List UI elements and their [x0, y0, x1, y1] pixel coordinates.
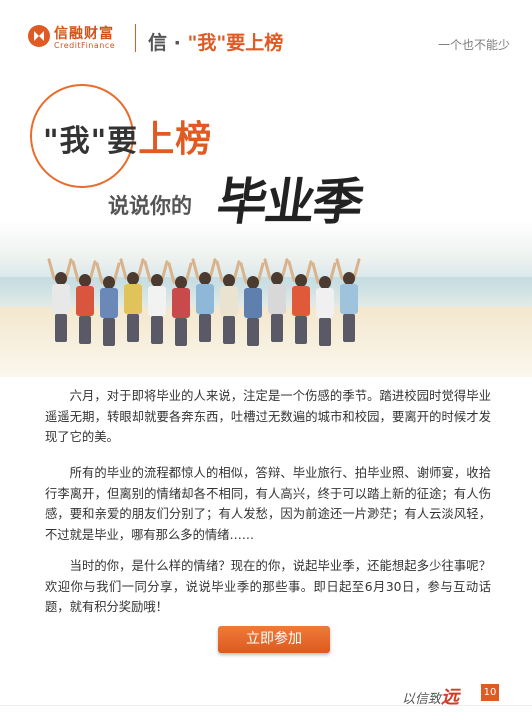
article-paragraph-3: 当时的你，是什么样的情绪？现在的你，说起毕业季，还能想起多少往事呢？欢迎你与我们… — [45, 559, 491, 614]
page-header: 信融财富 CreditFinance 信 · "我"要上榜 一个也不能少 — [0, 0, 532, 63]
footer-motto-prefix: 以信致 — [402, 692, 442, 707]
hero-title-main: "我"要 — [43, 124, 139, 159]
section-title-prefix: 信 · — [148, 32, 188, 54]
page-number: 10 — [481, 684, 499, 701]
hero-title: "我"要上榜 — [43, 110, 212, 162]
hero-calligraphy: 毕业季 — [213, 172, 366, 231]
section-title: 信 · "我"要上榜 — [148, 28, 283, 55]
footer-motto-accent: 远 — [441, 687, 460, 708]
footer-motto: 以信致远 — [402, 683, 459, 709]
header-divider — [135, 24, 136, 52]
header-slogan: 一个也不能少 — [437, 38, 510, 52]
brand-name-en: CreditFinance — [54, 41, 116, 50]
footer-divider — [0, 705, 532, 706]
hero-subtitle: 说说你的 — [108, 194, 192, 218]
join-now-button[interactable]: 立即参加 — [218, 626, 330, 653]
hero-circle-decoration — [30, 84, 134, 188]
article-paragraph-2: 所有的毕业的流程都惊人的相似，答辩、毕业旅行、拍毕业照、谢师宴，收拾行李离开，但… — [45, 466, 491, 542]
hero-banner: "我"要上榜 说说你的 毕业季 — [0, 62, 532, 377]
brand-logo-icon — [28, 25, 50, 47]
article-paragraph-1: 六月，对于即将毕业的人来说，注定是一个伤感的季节。踏进校园时觉得毕业遥遥无期，转… — [45, 389, 491, 444]
section-title-highlight: "我"要上榜 — [187, 32, 284, 54]
hero-title-accent: 上榜 — [138, 118, 213, 160]
brand-name: 信融财富 — [54, 26, 114, 42]
